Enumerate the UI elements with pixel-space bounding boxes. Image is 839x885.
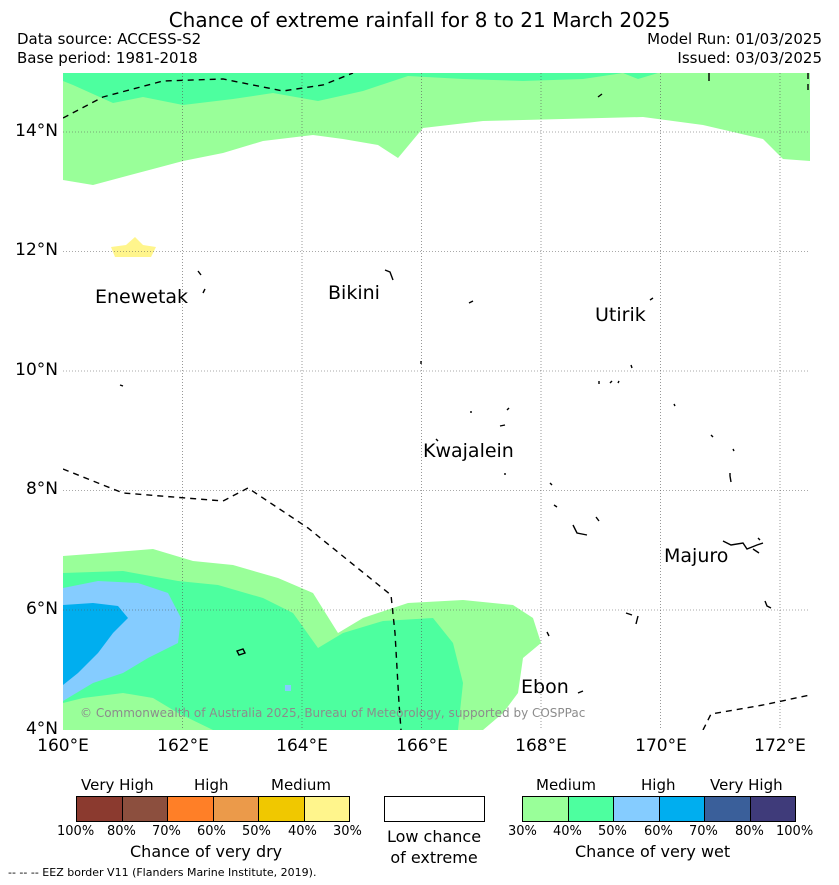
dry-level-medium: Medium <box>271 776 331 794</box>
islands <box>119 73 772 694</box>
low-caption-2: of extreme <box>390 848 478 867</box>
wet-30-north <box>63 73 810 185</box>
lon-tick-162e: 162°E <box>157 736 209 756</box>
wet-60-south <box>63 603 128 685</box>
dry-tick-30: 30% <box>333 824 362 839</box>
meta-left: Data source: ACCESS-S2 Base period: 1981… <box>17 30 201 68</box>
dry-swatch-1 <box>77 797 123 821</box>
lat-tick-10n: 10°N <box>15 360 58 380</box>
dry-tick-40: 40% <box>288 824 317 839</box>
dry-tick-50: 50% <box>242 824 271 839</box>
dry-swatch-2 <box>122 797 168 821</box>
wet-tick-50: 50% <box>598 824 627 839</box>
place-kwajalein: Kwajalein <box>423 440 514 462</box>
lon-tick-172e: 172°E <box>754 736 806 756</box>
wet-tick-80: 80% <box>735 824 764 839</box>
wet-level-high: High <box>641 776 676 794</box>
dry-colorbar <box>76 796 350 822</box>
wet-level-medium: Medium <box>536 776 596 794</box>
wet-swatch-1 <box>523 797 569 821</box>
map-title: Chance of extreme rainfall for 8 to 21 M… <box>168 8 671 32</box>
lon-tick-164e: 164°E <box>276 736 328 756</box>
map-area: Enewetak Bikini Utirik Kwajalein Majuro … <box>63 73 810 730</box>
dry-caption: Chance of very dry <box>130 842 283 861</box>
lon-tick-170e: 170°E <box>635 736 687 756</box>
place-ebon: Ebon <box>521 676 569 698</box>
lat-tick-8n: 8°N <box>25 479 58 499</box>
wet-tick-70: 70% <box>689 824 718 839</box>
dry-tick-80: 80% <box>107 824 136 839</box>
dry-swatch-5 <box>259 797 305 821</box>
dry-tick-100: 100% <box>57 824 95 839</box>
wet-40-north-right <box>623 73 658 79</box>
lat-tick-6n: 6°N <box>25 599 58 619</box>
issued-date: Issued: 03/03/2025 <box>677 49 822 67</box>
low-caption-1: Low chance <box>386 827 482 846</box>
base-period: Base period: 1981-2018 <box>17 49 198 67</box>
lon-tick-168e: 168°E <box>515 736 567 756</box>
wet-colorbar <box>522 796 796 822</box>
dry-swatch-6 <box>304 797 349 821</box>
eez-footnote: -- -- -- EEZ border V11 (Flanders Marine… <box>8 866 317 879</box>
place-enewetak: Enewetak <box>95 286 189 308</box>
dry-swatch-3 <box>168 797 214 821</box>
dry-30-patch <box>111 237 156 257</box>
dry-tick-60: 60% <box>197 824 226 839</box>
wet-level-very-high: Very High <box>710 776 783 794</box>
lat-tick-4n: 4°N <box>25 719 58 739</box>
dry-level-high: High <box>194 776 229 794</box>
dry-tick-70: 70% <box>152 824 181 839</box>
copyright-notice: © Commonwealth of Australia 2025, Bureau… <box>80 706 586 720</box>
dry-swatch-4 <box>213 797 259 821</box>
wet-tick-60: 60% <box>644 824 673 839</box>
lon-tick-160e: 160°E <box>37 736 89 756</box>
model-run: Model Run: 01/03/2025 <box>647 30 822 48</box>
lon-tick-166e: 166°E <box>396 736 448 756</box>
rainfall-map <box>63 73 810 730</box>
wet-swatch-6 <box>750 797 795 821</box>
place-utirik: Utirik <box>595 304 646 326</box>
wet-50-dot <box>285 685 291 691</box>
wet-swatch-5 <box>705 797 751 821</box>
meta-right: Model Run: 01/03/2025 Issued: 03/03/2025 <box>647 30 822 68</box>
wet-caption: Chance of very wet <box>575 842 731 861</box>
wet-40-north <box>63 73 623 105</box>
wet-swatch-4 <box>659 797 705 821</box>
wet-tick-40: 40% <box>553 824 582 839</box>
data-source: Data source: ACCESS-S2 <box>17 30 202 48</box>
low-chance-swatch <box>384 796 485 822</box>
lat-tick-14n: 14°N <box>15 121 58 141</box>
wet-tick-100: 100% <box>776 824 814 839</box>
eez-borders <box>63 73 810 730</box>
lat-tick-12n: 12°N <box>15 240 58 260</box>
wet-tick-30: 30% <box>508 824 537 839</box>
place-bikini: Bikini <box>328 282 380 304</box>
wet-swatch-3 <box>614 797 660 821</box>
wet-swatch-2 <box>568 797 614 821</box>
place-majuro: Majuro <box>664 545 729 567</box>
dry-level-very-high: Very High <box>81 776 154 794</box>
